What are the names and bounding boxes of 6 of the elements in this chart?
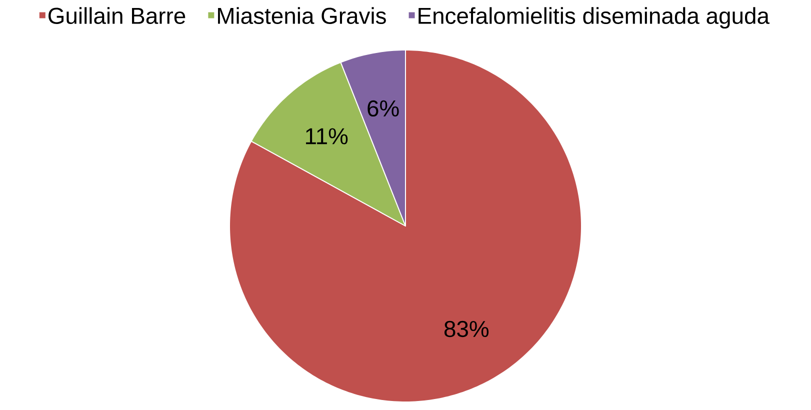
legend-label: Encefalomielitis diseminada aguda (418, 7, 770, 29)
legend-label: Miastenia Gravis (218, 7, 386, 24)
data-label: 83% (444, 320, 489, 338)
data-label: 11% (306, 128, 348, 144)
legend-label: Guillain Barre (48, 7, 186, 24)
data-label: 6% (368, 100, 399, 117)
